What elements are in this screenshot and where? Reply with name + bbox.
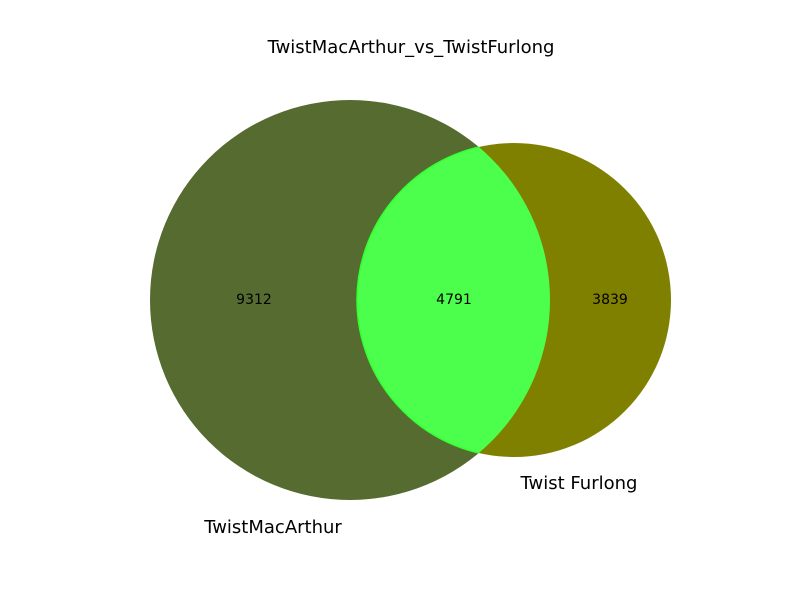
- set-b-only-count: 3839: [592, 292, 628, 308]
- set-a-only-count: 9312: [236, 292, 272, 308]
- set-a-label: TwistMacArthur: [203, 517, 342, 538]
- chart-title: TwistMacArthur_vs_TwistFurlong: [267, 37, 555, 58]
- intersection-region: [357, 143, 550, 457]
- set-b-label: Twist Furlong: [520, 473, 638, 494]
- intersection-count: 4791: [436, 292, 472, 308]
